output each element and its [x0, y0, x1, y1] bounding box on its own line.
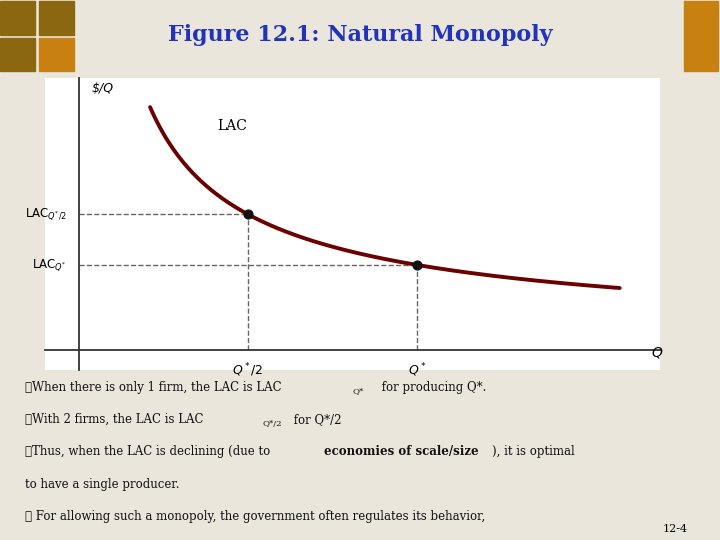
Text: $\mathregular{LAC}_{Q^{*}/2}$: $\mathregular{LAC}_{Q^{*}/2}$: [25, 206, 67, 222]
Text: ✓ For allowing such a monopoly, the government often regulates its behavior,: ✓ For allowing such a monopoly, the gove…: [25, 510, 485, 523]
Text: $\mathregular{LAC}_{Q^{*}}$: $\mathregular{LAC}_{Q^{*}}$: [32, 257, 67, 273]
Text: ✓When there is only 1 firm, the LAC is LAC: ✓When there is only 1 firm, the LAC is L…: [25, 381, 282, 394]
Text: $Q^*/2$: $Q^*/2$: [233, 361, 264, 379]
Text: ✓With 2 firms, the LAC is LAC: ✓With 2 firms, the LAC is LAC: [25, 413, 204, 426]
Text: for producing Q*.: for producing Q*.: [378, 381, 487, 394]
Text: $Q^*$: $Q^*$: [408, 361, 426, 379]
Text: ), it is optimal: ), it is optimal: [492, 446, 575, 458]
Bar: [40, 38, 74, 71]
Text: $/Q: $/Q: [91, 82, 114, 95]
Text: to have a single producer.: to have a single producer.: [25, 478, 180, 491]
Text: ✓Thus, when the LAC is declining (due to: ✓Thus, when the LAC is declining (due to: [25, 446, 274, 458]
Text: Q*/2: Q*/2: [263, 420, 282, 428]
Text: economies of scale/size: economies of scale/size: [324, 446, 479, 458]
Bar: [0, 38, 35, 71]
Point: [411, 261, 423, 269]
Text: 12-4: 12-4: [662, 523, 688, 534]
Text: Figure 12.1: Natural Monopoly: Figure 12.1: Natural Monopoly: [168, 24, 552, 46]
Bar: [40, 2, 74, 35]
Text: Q*: Q*: [353, 387, 364, 395]
Bar: [684, 2, 719, 71]
Text: LAC: LAC: [217, 119, 248, 133]
Point: [243, 210, 254, 219]
Text: Q: Q: [652, 346, 662, 360]
Bar: [0, 2, 35, 35]
Text: for Q*/2: for Q*/2: [290, 413, 342, 426]
